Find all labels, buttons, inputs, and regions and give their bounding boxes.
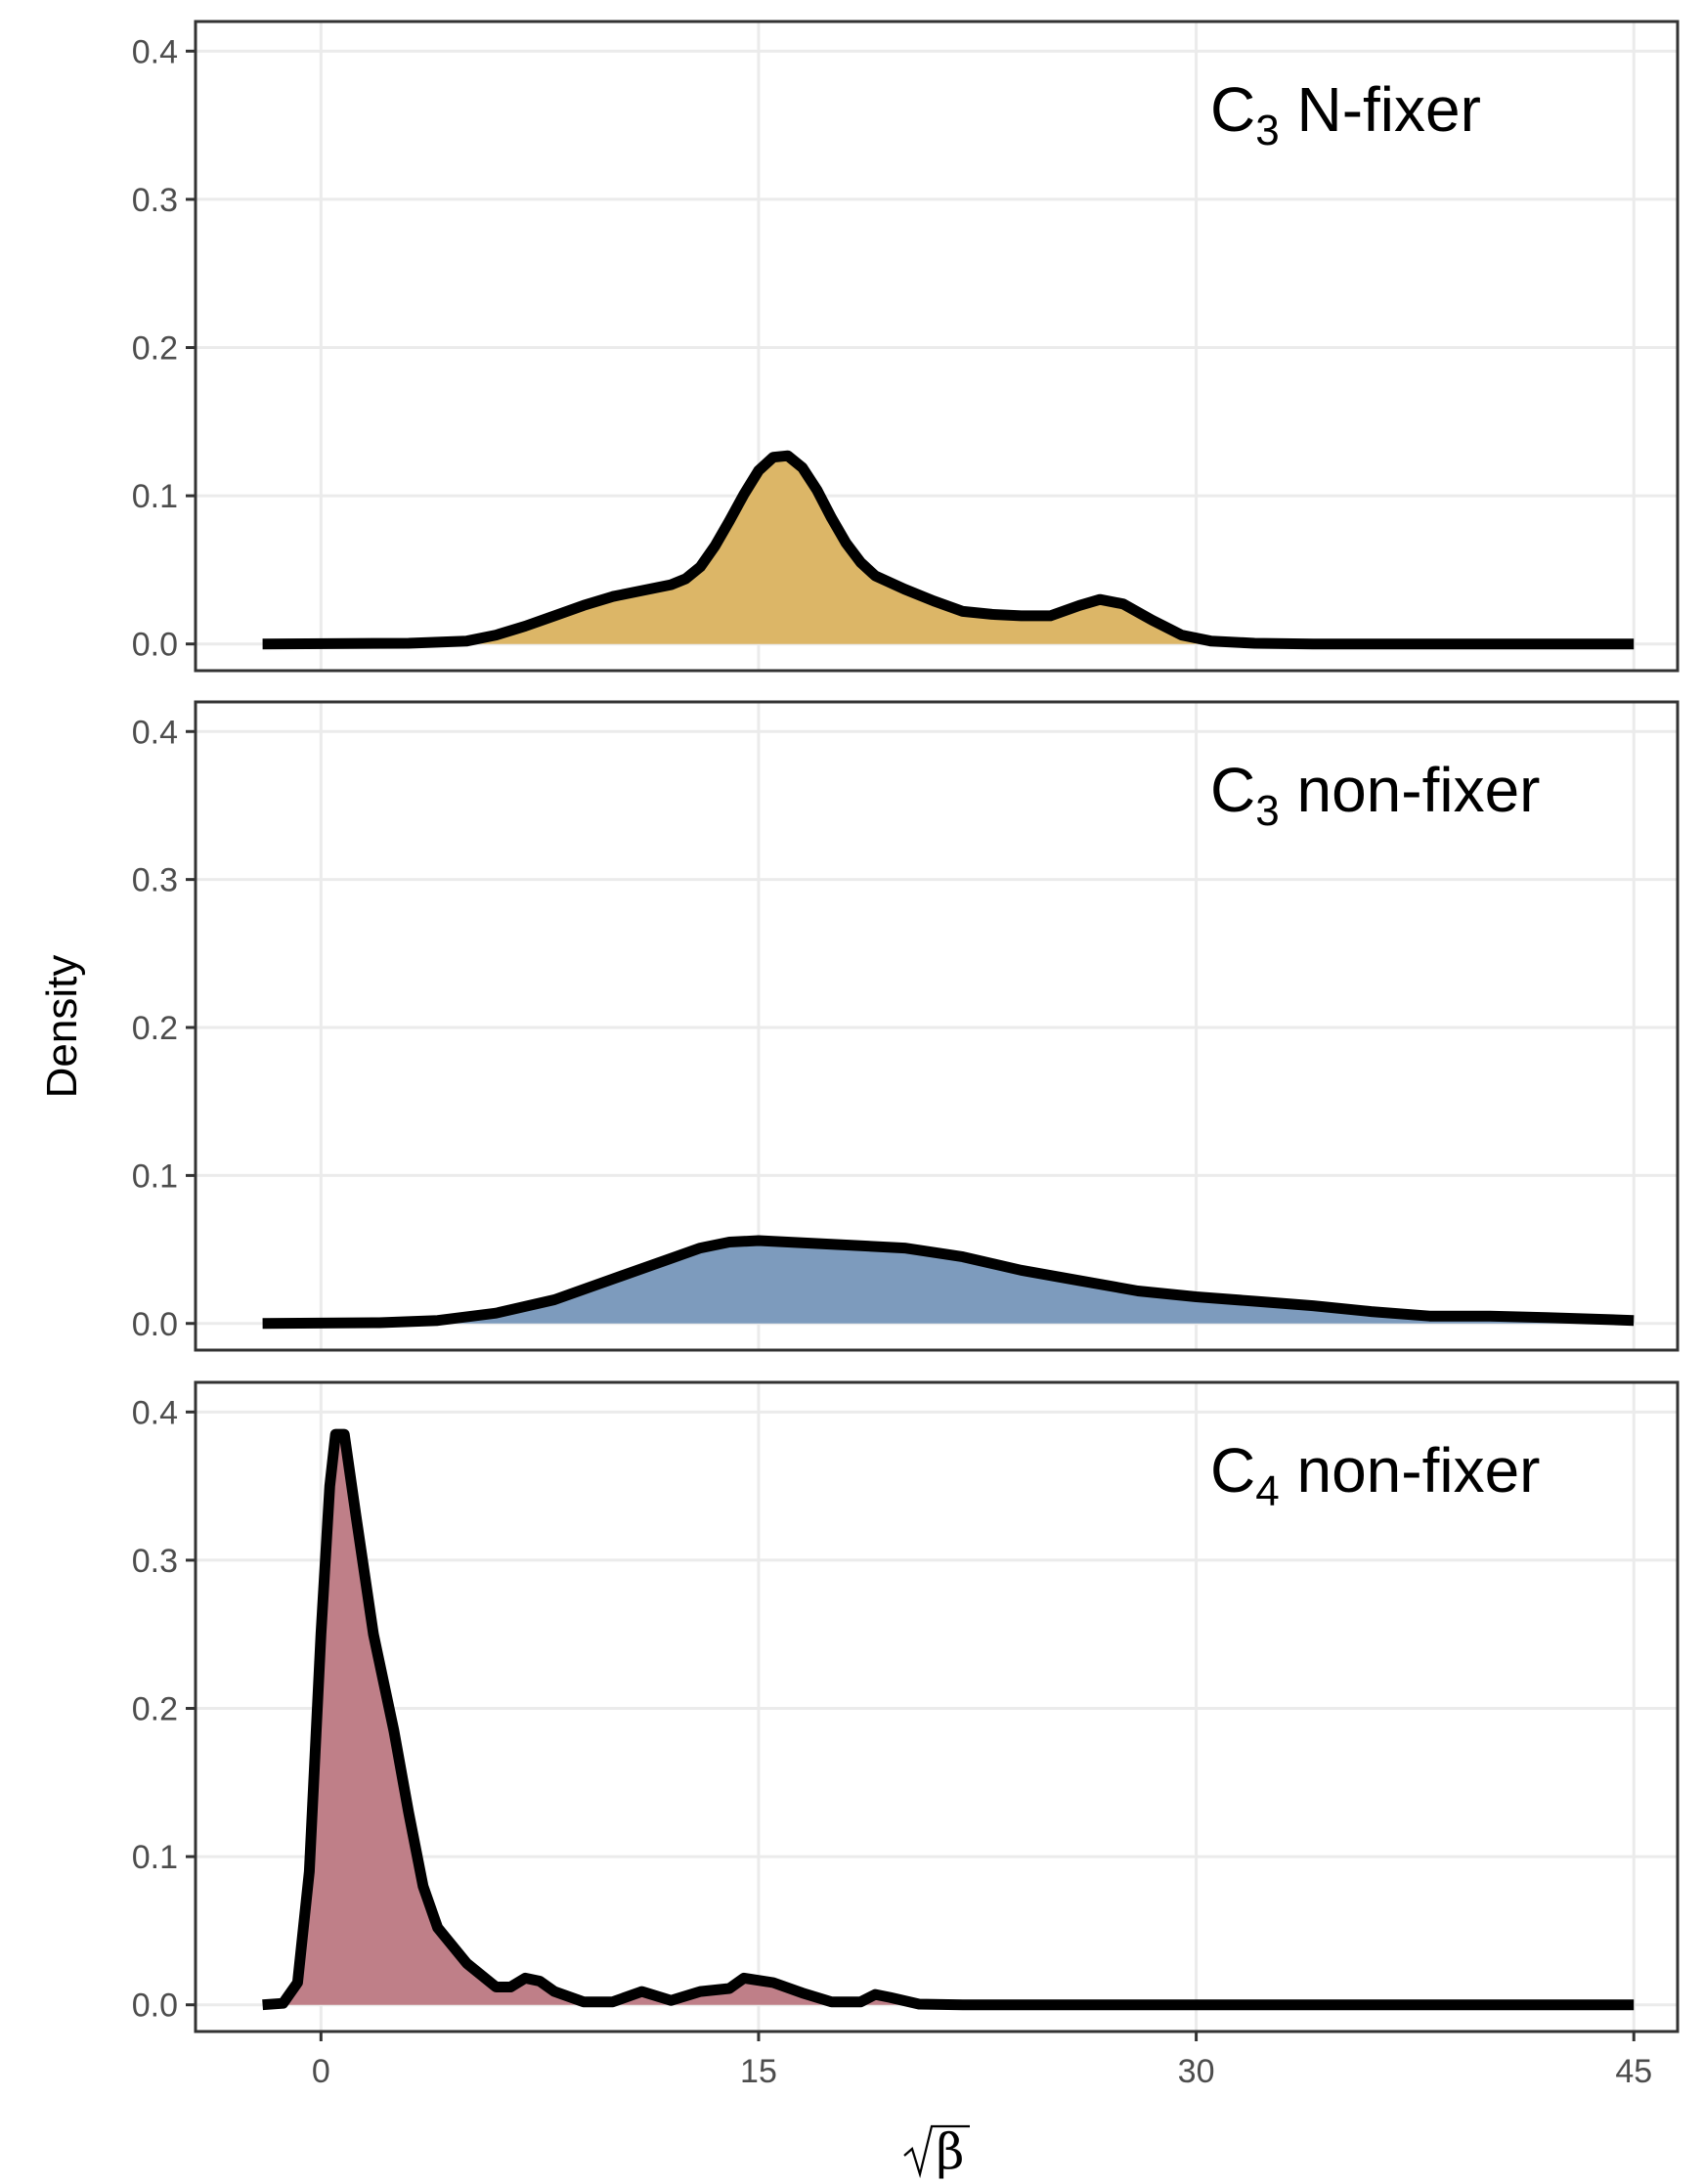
x-tick-label: 0 [312,2053,330,2090]
y-axis: 0.0 0.1 0.2 0.3 0.4 [132,714,196,1343]
x-tick-label: 30 [1178,2053,1215,2090]
panel-label-rest: N-fixer [1280,74,1481,145]
density-line [262,450,1635,650]
gridlines [196,1382,1678,2031]
x-tick-label: 45 [1615,2053,1652,2090]
panel-background [196,1382,1678,2031]
y-axis-title: Density [38,955,86,1099]
panel-border [194,700,1680,1352]
y-tick-label: 0.1 [132,1839,178,1876]
y-axis: 0.0 0.1 0.2 0.3 0.4 [132,33,196,664]
density-area [262,1434,1635,2005]
density-area [262,1241,1635,1324]
x-axis-title-radical [903,2124,970,2179]
panel-label-subscript: 4 [1255,1467,1279,1515]
panel-3: 0.0 0.1 0.2 0.3 0.4 C4 non-fixer [132,1380,1680,2033]
y-tick-label: 0.0 [132,627,178,664]
y-tick-label: 0.0 [132,1306,178,1343]
density-line [262,1428,1635,2011]
panel-border [194,1380,1680,2033]
panel-label-main: C [1210,755,1255,825]
x-axis-title: β [903,2123,970,2180]
density-line [262,1235,1635,1330]
y-tick-label: 0.2 [132,1691,178,1728]
y-tick-label: 0.2 [132,1010,178,1047]
y-axis: 0.0 0.1 0.2 0.3 0.4 [132,1394,196,2025]
y-tick-label: 0.4 [132,714,178,751]
y-tick-label: 0.4 [132,33,178,70]
panels: 0.00.10.20.30.4C3 N-fixer0.00.10.20.30.4… [132,20,1680,2033]
panel-border [194,20,1680,673]
panel-label-subscript: 3 [1255,107,1279,154]
x-axis-title-symbol: β [937,2123,965,2180]
panel-background [196,702,1678,1350]
panel-label-rest: non-fixer [1280,755,1541,825]
panel-label-rest: non-fixer [1280,1435,1541,1506]
panel-label: C3 N-fixer [1210,74,1481,154]
panel-background [196,22,1678,671]
panel-label-main: C [1210,1435,1255,1506]
y-tick-label: 0.0 [132,1987,178,2025]
panel-label-main: C [1210,74,1255,145]
y-tick-label: 0.3 [132,862,178,899]
panel-1: 0.0 0.1 0.2 0.3 0.4 C3 N-fixer [132,20,1680,673]
y-tick-label: 0.4 [132,1394,178,1431]
panel-2: 0.0 0.1 0.2 0.3 0.4 C3 non-fixer [132,700,1680,1352]
panel-label: C4 non-fixer [1210,1435,1540,1515]
y-tick-label: 0.3 [132,1543,178,1580]
y-tick-label: 0.1 [132,478,178,515]
panel-label: C3 non-fixer [1210,755,1540,835]
x-tick-label: 15 [740,2053,777,2090]
y-tick-label: 0.2 [132,330,178,368]
x-axis: 0 15 30 45 [312,2031,1652,2090]
y-tick-label: 0.3 [132,182,178,219]
panel-label-subscript: 3 [1255,787,1279,835]
y-tick-label: 0.1 [132,1158,178,1195]
